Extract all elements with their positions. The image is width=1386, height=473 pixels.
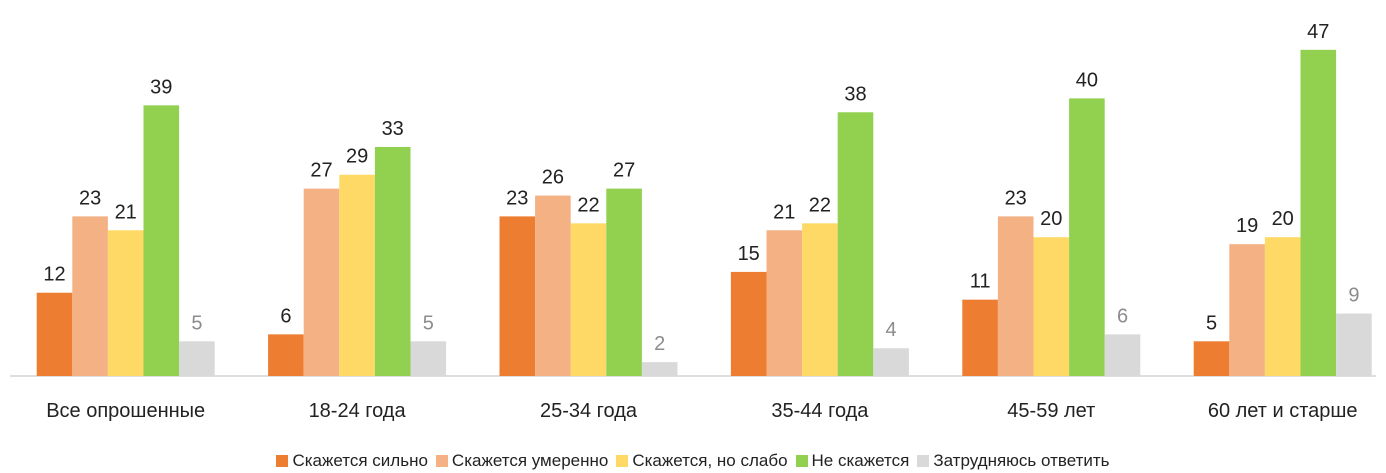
bar [179, 341, 215, 376]
bar [303, 188, 340, 376]
legend-swatch [616, 455, 629, 467]
x-tick-label: 25-34 года [540, 400, 638, 422]
bar [374, 146, 411, 376]
data-label: 26 [542, 167, 564, 189]
legend-item: Затрудняюсь ответить [917, 451, 1110, 471]
data-label: 27 [310, 160, 332, 182]
x-tick-label: 45-59 лет [1007, 400, 1095, 422]
x-tick-label: 35-44 года [771, 400, 869, 422]
bar [410, 341, 447, 376]
data-label: 5 [191, 312, 202, 334]
data-label: 15 [738, 243, 760, 265]
bar [766, 230, 803, 376]
bar [36, 292, 73, 376]
legend: Скажется сильно Скажется умеренно Скажется… [0, 451, 1386, 471]
data-label: 12 [43, 264, 65, 286]
legend-item: Не скажется [795, 451, 910, 471]
legend-label: Не скажется [811, 451, 910, 470]
data-label: 47 [1307, 21, 1329, 43]
data-label: 38 [844, 83, 866, 105]
data-label: 5 [423, 312, 434, 334]
data-label: 11 [970, 271, 991, 293]
data-label: 33 [382, 118, 404, 140]
data-label: 27 [613, 160, 635, 182]
data-label: 6 [280, 305, 291, 327]
data-label: 2 [654, 333, 665, 355]
data-label: 22 [809, 194, 831, 216]
legend-label: Затрудняюсь ответить [933, 451, 1110, 470]
x-tick-label: 60 лет и старше [1208, 400, 1358, 422]
bar [606, 188, 642, 376]
data-label: 22 [577, 194, 599, 216]
bar [997, 216, 1034, 376]
bar [339, 174, 375, 376]
bar [873, 348, 909, 376]
legend-item: Скажется умеренно [435, 451, 609, 471]
legend-swatch [435, 455, 448, 467]
data-label: 29 [346, 146, 368, 168]
legend-label: Скажется, но слабо [632, 451, 788, 470]
bar [641, 362, 678, 376]
data-label: 39 [150, 76, 172, 98]
bar [143, 105, 180, 376]
bar [1104, 334, 1141, 376]
bar [268, 334, 304, 376]
legend-item: Скажется, но слабо [616, 451, 788, 471]
data-label: 6 [1117, 305, 1128, 327]
bar [72, 216, 108, 376]
bar [1193, 341, 1230, 376]
x-tick-label: Все опрошенные [46, 400, 205, 422]
legend-label: Скажется умеренно [451, 451, 609, 470]
bar [499, 216, 536, 376]
bar [730, 271, 767, 376]
data-label: 21 [773, 201, 795, 223]
bar [535, 195, 571, 376]
bar [837, 112, 874, 376]
bar [107, 230, 144, 376]
bar [1300, 49, 1337, 376]
data-label: 20 [1040, 208, 1062, 230]
bar [1033, 237, 1070, 376]
data-label: 19 [1236, 215, 1258, 237]
legend-swatch [276, 455, 289, 467]
data-label: 4 [886, 319, 897, 341]
bar [1229, 244, 1265, 376]
legend-swatch [795, 455, 808, 467]
legend-label: Скажется сильно [292, 451, 428, 470]
data-label: 23 [506, 187, 528, 209]
data-label: 21 [115, 201, 137, 223]
data-label: 40 [1076, 69, 1098, 91]
data-label: 5 [1206, 312, 1217, 334]
bar [802, 223, 838, 376]
legend-swatch [917, 455, 930, 467]
bar [1336, 313, 1372, 376]
bar [962, 299, 998, 376]
data-label: 20 [1272, 208, 1294, 230]
data-label: 23 [79, 187, 101, 209]
bar [1069, 98, 1105, 377]
x-tick-label: 18-24 года [309, 400, 407, 422]
data-label: 23 [1005, 187, 1027, 209]
legend-item: Скажется сильно [276, 451, 428, 471]
bar [570, 223, 607, 376]
bar [1264, 237, 1301, 376]
data-label: 9 [1348, 285, 1359, 307]
